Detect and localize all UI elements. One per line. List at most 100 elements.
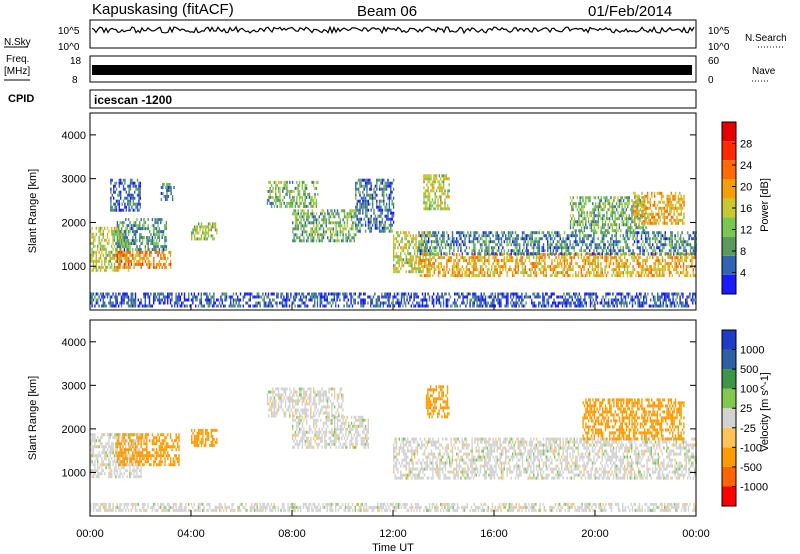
heatmap-cell	[115, 301, 117, 305]
heatmap-cell	[583, 217, 586, 221]
heatmap-cell	[484, 249, 486, 253]
heatmap-cell	[256, 295, 258, 299]
heatmap-cell	[669, 197, 671, 201]
heatmap-cell	[644, 215, 646, 219]
heatmap-cell	[485, 265, 487, 269]
heatmap-cell	[596, 243, 598, 247]
heatmap-cell	[299, 239, 301, 243]
heatmap-cell	[507, 259, 510, 263]
heatmap-cell	[549, 249, 552, 253]
heatmap-cell	[446, 268, 448, 272]
heatmap-cell	[593, 268, 595, 272]
heatmap-cell	[342, 227, 344, 231]
heatmap-cell	[537, 231, 539, 235]
heatmap-cell	[678, 274, 680, 278]
heatmap-cell	[672, 215, 674, 219]
heatmap-cell	[391, 223, 393, 227]
heatmap-cell	[114, 184, 116, 188]
heatmap-cell	[542, 265, 545, 269]
heatmap-cell	[404, 261, 406, 265]
heatmap-cell	[268, 195, 270, 199]
heatmap-cell	[652, 252, 654, 256]
heatmap-cell	[358, 292, 361, 296]
heatmap-cell	[583, 205, 586, 209]
heatmap-cell	[206, 298, 208, 302]
heatmap-cell	[268, 180, 270, 184]
heatmap-cell	[94, 259, 96, 263]
heatmap-cell	[622, 265, 624, 269]
heatmap-cell	[591, 259, 594, 263]
heatmap-cell	[628, 271, 630, 275]
heatmap-cell	[621, 217, 623, 221]
heatmap-cell	[276, 195, 278, 199]
heatmap-cell	[305, 298, 307, 302]
heatmap-cell	[301, 233, 304, 237]
heatmap-cell	[394, 246, 396, 250]
heatmap-cell	[628, 229, 630, 233]
heatmap-cell	[507, 253, 510, 257]
heatmap-cell	[578, 217, 580, 221]
heatmap-cell	[485, 252, 487, 256]
heatmap-cell	[401, 246, 403, 250]
heatmap-cell	[646, 212, 649, 216]
heatmap-cell	[419, 274, 421, 278]
heatmap-cell	[116, 226, 118, 230]
heatmap-cell	[625, 271, 627, 275]
heatmap-cell	[115, 259, 117, 263]
heatmap-cell	[359, 217, 361, 221]
heatmap-cell	[653, 265, 655, 269]
heatmap-cell	[653, 231, 655, 235]
heatmap-cell	[297, 209, 299, 213]
heatmap-cell	[612, 256, 615, 260]
heatmap-cell	[428, 262, 430, 266]
heatmap-cell	[339, 233, 341, 237]
heatmap-cell	[292, 239, 294, 243]
heatmap-cell	[435, 249, 437, 253]
heatmap-cell	[380, 211, 382, 215]
heatmap-cell	[450, 274, 452, 278]
heatmap-cell	[519, 243, 521, 247]
heatmap-cell	[615, 265, 617, 269]
heatmap-cell	[660, 252, 662, 256]
heatmap-cell	[555, 274, 557, 278]
heatmap-cell	[453, 274, 455, 278]
heatmap-cell	[572, 265, 574, 269]
heatmap-cell	[205, 237, 207, 241]
heatmap-cell	[193, 234, 196, 238]
heatmap-cell	[681, 240, 683, 244]
heatmap-cell	[405, 301, 407, 305]
heatmap-cell	[91, 259, 93, 263]
heatmap-cell	[586, 259, 588, 263]
heatmap-cell	[429, 262, 431, 266]
heatmap-cell	[558, 231, 560, 235]
heatmap-cell	[527, 243, 529, 247]
heatmap-cell	[636, 271, 638, 275]
heatmap-cell	[659, 231, 661, 235]
heatmap-cell	[666, 209, 668, 213]
heatmap-cell	[670, 215, 673, 219]
heatmap-cell	[367, 181, 370, 185]
power-cells	[90, 174, 697, 308]
heatmap-cell	[111, 229, 113, 233]
heatmap-cell	[524, 237, 526, 241]
heatmap-cell	[404, 252, 406, 256]
heatmap-cell	[119, 265, 121, 269]
heatmap-cell	[678, 259, 680, 263]
heatmap-cell	[393, 295, 396, 299]
heatmap-cell	[153, 295, 155, 299]
heatmap-cell	[357, 211, 360, 215]
heatmap-cell	[628, 249, 630, 253]
heatmap-cell	[446, 240, 448, 244]
heatmap-cell	[601, 274, 603, 278]
heatmap-cell	[437, 298, 439, 302]
heatmap-cell	[562, 259, 564, 263]
heatmap-cell	[433, 301, 435, 305]
heatmap-cell	[520, 252, 522, 256]
heatmap-cell	[99, 226, 102, 230]
heatmap-cell	[99, 256, 102, 260]
heatmap-cell	[164, 186, 167, 189]
heatmap-cell	[653, 237, 655, 241]
heatmap-cell	[594, 262, 596, 266]
heatmap-cell	[527, 274, 529, 278]
heatmap-cell	[471, 240, 473, 244]
